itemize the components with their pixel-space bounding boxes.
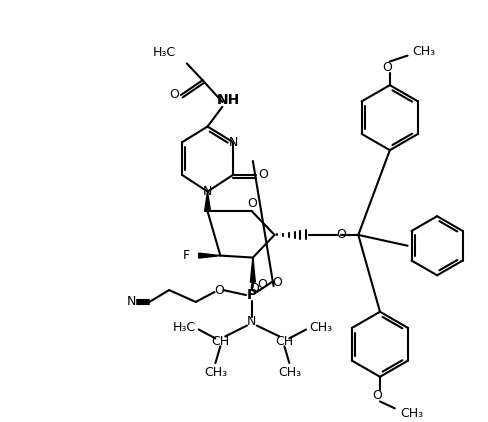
Text: N: N — [247, 315, 257, 328]
Text: CH₃: CH₃ — [309, 321, 332, 334]
Text: O: O — [258, 168, 267, 181]
Text: O: O — [257, 278, 266, 291]
Text: CH₃: CH₃ — [413, 45, 436, 58]
Text: F: F — [183, 249, 189, 262]
Text: N: N — [228, 136, 238, 149]
Text: O: O — [247, 197, 257, 210]
Text: H₃C: H₃C — [153, 46, 176, 59]
Text: N: N — [203, 185, 212, 198]
Text: CH₃: CH₃ — [278, 366, 301, 379]
Text: CH: CH — [211, 335, 229, 348]
Text: O: O — [337, 228, 346, 241]
Text: O: O — [273, 276, 283, 289]
Text: O: O — [214, 284, 224, 297]
Text: P: P — [247, 288, 257, 302]
Text: N: N — [127, 295, 136, 308]
Text: O: O — [249, 281, 259, 295]
Polygon shape — [250, 257, 255, 282]
Polygon shape — [204, 192, 210, 211]
Text: CH₃: CH₃ — [400, 407, 423, 420]
Text: CH: CH — [275, 335, 293, 348]
Text: O: O — [169, 89, 179, 102]
Text: O: O — [372, 389, 382, 402]
Text: CH₃: CH₃ — [204, 366, 227, 379]
Text: O: O — [382, 61, 392, 74]
Text: NH: NH — [217, 93, 240, 107]
Polygon shape — [199, 253, 221, 258]
Text: H₃C: H₃C — [172, 321, 196, 334]
